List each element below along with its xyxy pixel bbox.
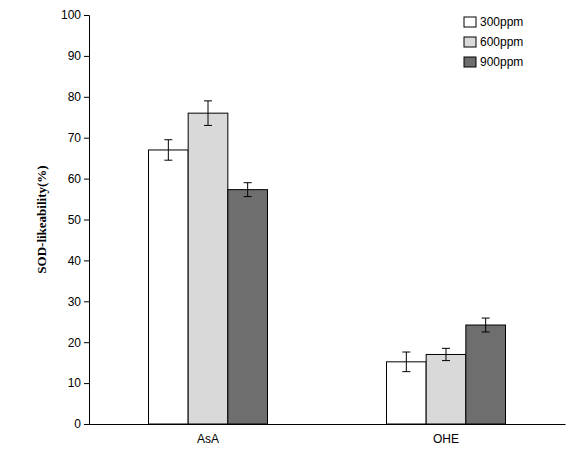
legend-item: 900ppm	[464, 55, 523, 69]
legend-label: 900ppm	[480, 55, 523, 69]
y-tick-label: 10	[68, 376, 82, 390]
y-tick: 60	[68, 172, 89, 186]
y-tick-mark	[84, 383, 89, 384]
error-bar	[164, 140, 172, 160]
y-axis: 0 10 20 30 40 50 60 70 80 90 100	[61, 8, 90, 431]
legend-label: 600ppm	[480, 35, 523, 49]
y-tick-label: 70	[68, 131, 82, 145]
legend-swatch	[464, 57, 476, 67]
y-tick-label: 90	[68, 49, 82, 63]
series	[228, 183, 506, 424]
bar	[188, 113, 228, 424]
y-tick-label: 100	[61, 8, 81, 22]
bar	[466, 325, 506, 424]
y-tick-mark	[84, 342, 89, 343]
y-axis-line	[84, 16, 90, 425]
y-tick-label: 50	[68, 213, 82, 227]
y-tick: 40	[68, 254, 89, 268]
y-tick: 80	[68, 90, 89, 104]
y-tick: 30	[68, 295, 89, 309]
y-tick: 50	[68, 213, 89, 227]
y-tick: 10	[68, 376, 89, 390]
y-tick-label: 80	[68, 90, 82, 104]
legend-swatch	[464, 37, 476, 47]
legend: 300ppm 600ppm 900ppm	[464, 15, 523, 69]
x-axis: AsA OHE	[90, 424, 566, 446]
bar	[426, 354, 466, 424]
x-tick-label: OHE	[433, 432, 459, 446]
bars	[149, 101, 506, 424]
legend-item: 600ppm	[464, 35, 523, 49]
y-tick-label: 60	[68, 172, 82, 186]
y-tick-mark	[84, 15, 89, 16]
y-tick-label: 30	[68, 295, 82, 309]
legend-label: 300ppm	[480, 15, 523, 29]
y-axis-title: SOD-likeability(%)	[34, 165, 49, 273]
y-tick-mark	[84, 138, 89, 139]
y-tick: 0	[74, 417, 89, 431]
y-tick-mark	[84, 260, 89, 261]
y-tick-label: 20	[68, 336, 82, 350]
y-tick-mark	[84, 220, 89, 221]
bar	[228, 190, 268, 424]
y-tick: 100	[61, 8, 89, 22]
x-tick-label: AsA	[197, 432, 219, 446]
y-tick: 20	[68, 336, 89, 350]
x-tick: OHE	[433, 424, 459, 446]
error-bar	[402, 352, 410, 372]
y-tick: 70	[68, 131, 89, 145]
series	[188, 101, 466, 424]
y-tick-mark	[84, 179, 89, 180]
y-tick-label: 40	[68, 254, 82, 268]
chart: 0 10 20 30 40 50 60 70 80 90 100 AsA OHE SOD-likeabil…	[0, 0, 572, 457]
error-bar	[204, 101, 212, 126]
error-bar	[442, 348, 450, 360]
bar	[149, 150, 189, 424]
legend-swatch	[464, 17, 476, 27]
y-tick-mark	[84, 97, 89, 98]
y-tick-mark	[84, 424, 89, 425]
x-tick: AsA	[197, 424, 219, 446]
error-bar	[482, 318, 490, 332]
y-tick: 90	[68, 49, 89, 63]
x-axis-line	[90, 424, 566, 425]
legend-item: 300ppm	[464, 15, 523, 29]
y-tick-mark	[84, 56, 89, 57]
y-tick-label: 0	[74, 417, 81, 431]
error-bar	[244, 183, 252, 197]
plot: 0 10 20 30 40 50 60 70 80 90 100 AsA OHE	[61, 8, 566, 445]
y-tick-mark	[84, 301, 89, 302]
